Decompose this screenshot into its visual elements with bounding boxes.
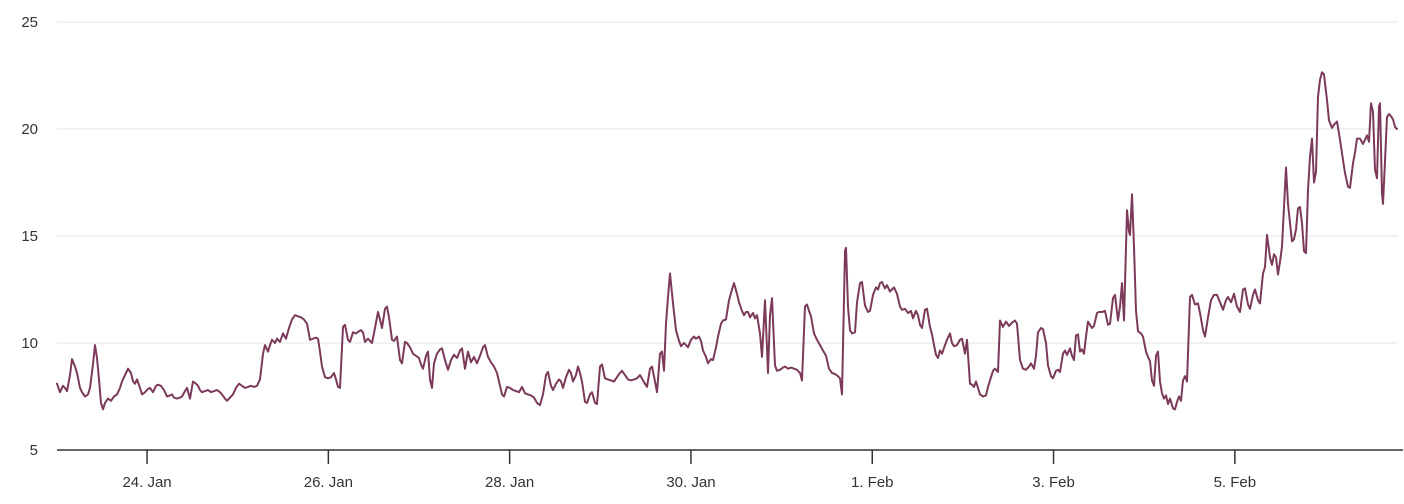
x-axis-label: 26. Jan [304, 474, 353, 491]
y-axis-label: 15 [21, 228, 38, 245]
x-axis-label: 1. Feb [851, 474, 894, 491]
y-axis-label: 10 [21, 335, 38, 352]
x-axis-label: 24. Jan [122, 474, 171, 491]
x-axis-label: 3. Feb [1032, 474, 1075, 491]
y-axis-label: 20 [21, 121, 38, 138]
x-axis-label: 5. Feb [1214, 474, 1257, 491]
x-axis-label: 30. Jan [666, 474, 715, 491]
price-series-line [56, 71, 1398, 411]
y-axis-label: 5 [30, 442, 38, 459]
y-axis-label: 25 [21, 14, 38, 31]
x-axis-label: 28. Jan [485, 474, 534, 491]
